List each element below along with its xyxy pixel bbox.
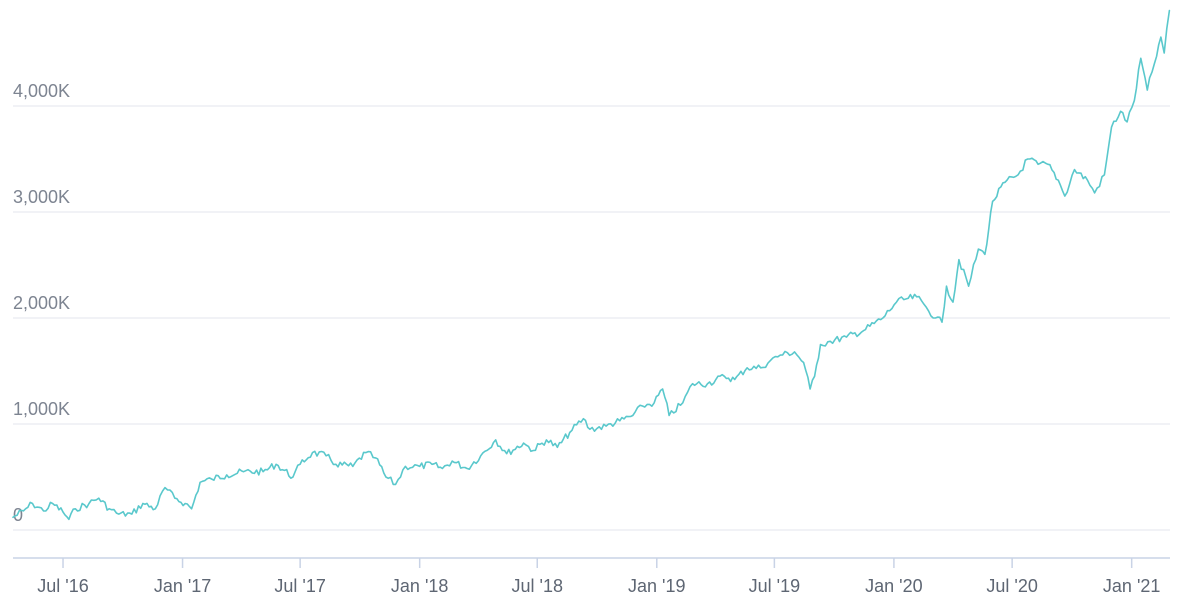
x-tick-label: Jul '19 — [749, 576, 800, 596]
x-tick-label: Jul '16 — [37, 576, 88, 596]
x-tick-label: Jul '20 — [986, 576, 1037, 596]
x-tick-label: Jan '19 — [628, 576, 685, 596]
series-group — [12, 9, 1171, 521]
x-tick-label: Jan '18 — [391, 576, 448, 596]
x-tick-label: Jan '20 — [865, 576, 922, 596]
y-tick-label: 3,000K — [13, 187, 70, 207]
y-tick-label: 1,000K — [13, 399, 70, 419]
y-tick-label: 4,000K — [13, 81, 70, 101]
y-tick-label: 2,000K — [13, 293, 70, 313]
gridlines — [13, 105, 1170, 531]
x-axis: Jul '16 Jan '17 Jul '17 Jan '18 Jul '18 Jan '… — [37, 558, 1160, 596]
x-tick-label: Jan '21 — [1103, 576, 1160, 596]
x-tick-label: Jul '18 — [512, 576, 563, 596]
x-tick-label: Jan '17 — [154, 576, 211, 596]
x-tick-label: Jul '17 — [274, 576, 325, 596]
series-line — [12, 9, 1171, 521]
